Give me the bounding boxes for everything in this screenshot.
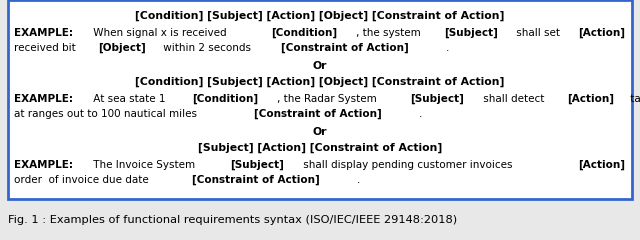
Text: EXAMPLE:: EXAMPLE: xyxy=(14,160,73,170)
Text: [Action]: [Action] xyxy=(578,28,625,38)
Text: [Subject]: [Subject] xyxy=(230,160,284,170)
Text: [Condition] [Subject] [Action] [Object] [Constraint of Action]: [Condition] [Subject] [Action] [Object] … xyxy=(135,11,505,21)
Text: [Condition]: [Condition] xyxy=(192,94,258,104)
Text: shall display pending customer invoices: shall display pending customer invoices xyxy=(300,160,515,170)
Text: , the system: , the system xyxy=(356,28,424,38)
Text: , the Radar System: , the Radar System xyxy=(277,94,380,104)
Text: .: . xyxy=(357,175,360,185)
Text: [Constraint of Action]: [Constraint of Action] xyxy=(281,43,409,54)
Text: [Constraint of Action]: [Constraint of Action] xyxy=(255,109,382,120)
Text: Fig. 1 : Examples of functional requirements syntax (ISO/IEC/IEEE 29148:2018): Fig. 1 : Examples of functional requirem… xyxy=(8,215,457,225)
Text: [Subject]: [Subject] xyxy=(410,94,464,104)
Text: [Constraint of Action]: [Constraint of Action] xyxy=(192,175,320,186)
Text: .: . xyxy=(419,109,422,119)
Text: [Subject] [Action] [Constraint of Action]: [Subject] [Action] [Constraint of Action… xyxy=(198,143,442,153)
Text: [Object]: [Object] xyxy=(98,43,146,54)
Text: targets: targets xyxy=(627,94,640,104)
Text: order  of invoice due date: order of invoice due date xyxy=(14,175,152,185)
Text: Or: Or xyxy=(313,61,327,71)
Text: shall set: shall set xyxy=(513,28,564,38)
Text: The Invoice System: The Invoice System xyxy=(90,160,198,170)
Text: received bit: received bit xyxy=(14,43,79,53)
Text: At sea state 1: At sea state 1 xyxy=(90,94,169,104)
Text: .: . xyxy=(446,43,449,53)
Text: EXAMPLE:: EXAMPLE: xyxy=(14,94,73,104)
Text: [Condition]: [Condition] xyxy=(271,28,337,38)
Text: within 2 seconds: within 2 seconds xyxy=(159,43,254,53)
Text: [Action]: [Action] xyxy=(578,160,625,170)
Text: [Subject]: [Subject] xyxy=(444,28,498,38)
Text: shall detect: shall detect xyxy=(479,94,547,104)
Text: in ascending: in ascending xyxy=(639,160,640,170)
Text: Or: Or xyxy=(313,127,327,137)
Text: When signal x is received: When signal x is received xyxy=(90,28,230,38)
Text: EXAMPLE:: EXAMPLE: xyxy=(14,28,73,38)
Text: at ranges out to 100 nautical miles: at ranges out to 100 nautical miles xyxy=(14,109,200,119)
Text: [Action]: [Action] xyxy=(567,94,614,104)
Text: the signal x: the signal x xyxy=(639,28,640,38)
Text: [Condition] [Subject] [Action] [Object] [Constraint of Action]: [Condition] [Subject] [Action] [Object] … xyxy=(135,77,505,87)
FancyBboxPatch shape xyxy=(8,0,632,199)
